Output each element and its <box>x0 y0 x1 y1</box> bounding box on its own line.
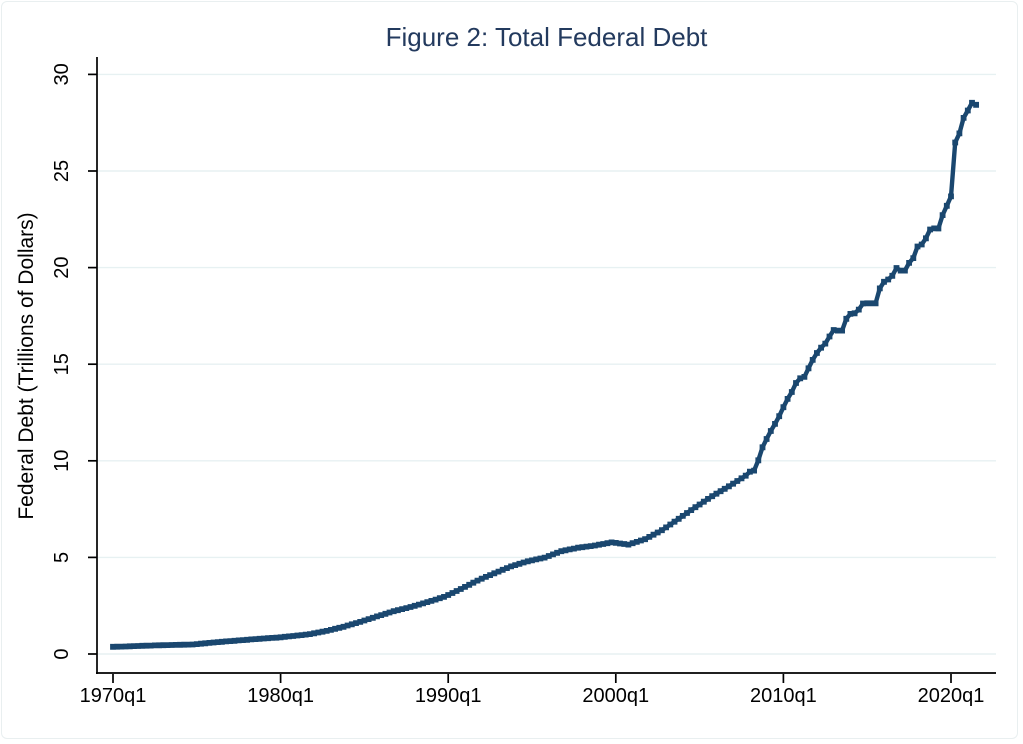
y-tick-label: 0 <box>51 648 73 659</box>
x-tick-label: 1990q1 <box>415 685 482 707</box>
data-markers <box>110 99 980 650</box>
y-tick-label: 5 <box>51 552 73 563</box>
y-tick-label: 30 <box>51 63 73 85</box>
x-tick-label: 1970q1 <box>80 685 147 707</box>
axes <box>96 57 996 674</box>
x-axis-ticks: 1970q1 1980q1 1990q1 2000q1 2010q1 2020q1 <box>80 674 985 707</box>
x-tick-label: 2000q1 <box>582 685 649 707</box>
y-axis-ticks: 0 5 10 15 20 25 30 <box>51 63 97 660</box>
y-gridlines <box>98 73 996 655</box>
y-tick-label: 15 <box>51 353 73 375</box>
y-tick-label: 10 <box>51 450 73 472</box>
y-tick-label: 20 <box>51 256 73 278</box>
data-line <box>112 100 978 649</box>
x-tick-label: 1980q1 <box>247 685 314 707</box>
x-tick-label: 2020q1 <box>918 685 985 707</box>
x-tick-label: 2010q1 <box>750 685 817 707</box>
chart-title: Figure 2: Total Federal Debt <box>385 22 708 52</box>
y-tick-label: 25 <box>51 160 73 182</box>
